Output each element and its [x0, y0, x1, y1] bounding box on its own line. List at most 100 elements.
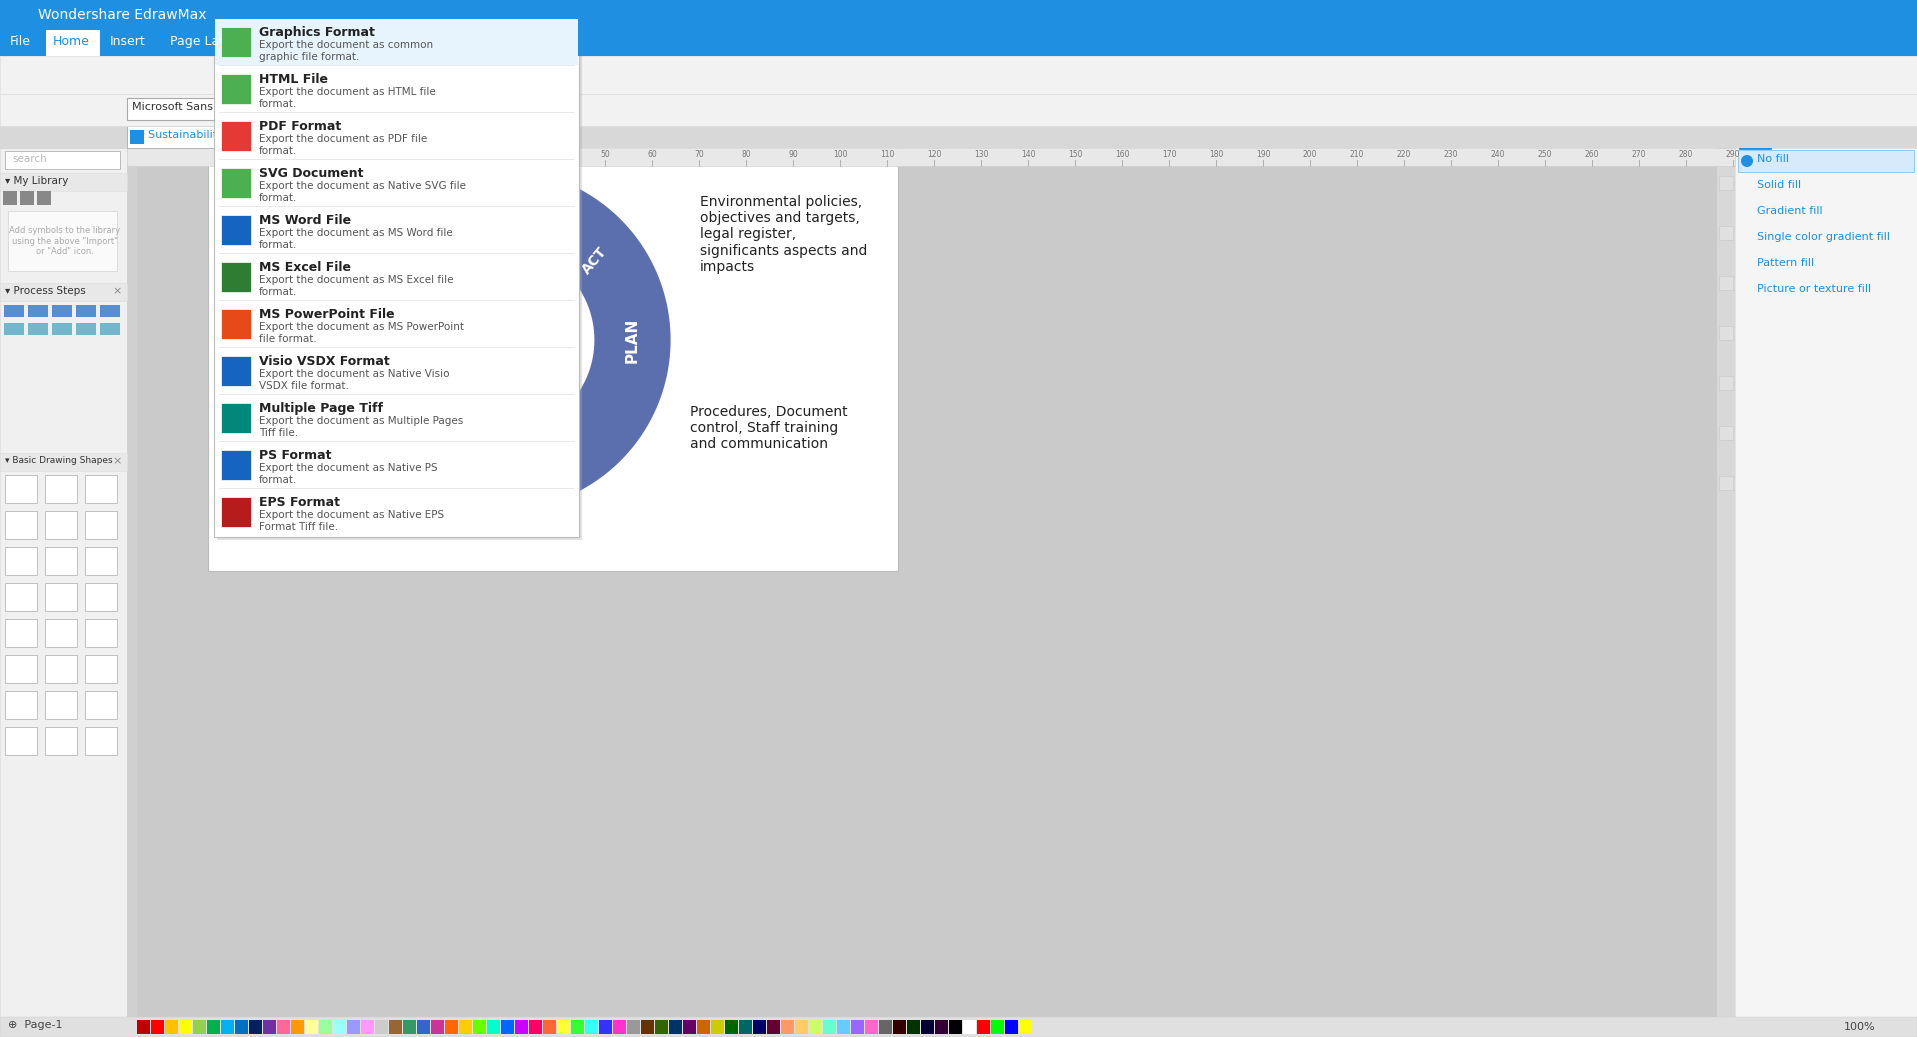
- Bar: [1720, 176, 1733, 190]
- Bar: [36, 191, 52, 205]
- Text: 180: 180: [1210, 150, 1223, 159]
- Polygon shape: [328, 281, 529, 512]
- Text: ⊕  Page-1: ⊕ Page-1: [8, 1020, 63, 1030]
- Text: Home: Home: [54, 35, 90, 48]
- Polygon shape: [495, 411, 546, 517]
- Bar: [29, 305, 48, 317]
- Bar: [571, 1020, 585, 1034]
- Text: Wondershare EdrawMax: Wondershare EdrawMax: [38, 8, 207, 22]
- Bar: [360, 1020, 374, 1034]
- Text: No fill: No fill: [1758, 155, 1789, 164]
- Text: 80: 80: [742, 150, 751, 159]
- Bar: [220, 403, 251, 433]
- Bar: [893, 1020, 907, 1034]
- Bar: [318, 1020, 332, 1034]
- Text: 50: 50: [600, 150, 610, 159]
- Text: Export the document as HTML file
format.: Export the document as HTML file format.: [259, 87, 435, 109]
- Bar: [0, 453, 127, 471]
- Text: 60: 60: [648, 150, 658, 159]
- Bar: [880, 1020, 891, 1034]
- Bar: [77, 305, 96, 317]
- Bar: [220, 356, 251, 386]
- Text: 110: 110: [880, 150, 893, 159]
- Text: PLAN: PLAN: [625, 317, 640, 363]
- Text: 20: 20: [460, 150, 470, 159]
- Text: Reduce
Environmental
Impact: Reduce Environmental Impact: [426, 310, 573, 370]
- Polygon shape: [516, 171, 673, 509]
- Bar: [431, 1020, 445, 1034]
- Bar: [978, 1020, 989, 1034]
- Bar: [136, 1020, 150, 1034]
- Bar: [682, 1020, 696, 1034]
- Bar: [585, 1020, 598, 1034]
- Text: -30: -30: [222, 150, 236, 159]
- Bar: [1720, 426, 1733, 440]
- Bar: [6, 546, 36, 574]
- Text: -20: -20: [270, 150, 282, 159]
- Text: CHECK: CHECK: [416, 213, 468, 250]
- Bar: [263, 1020, 276, 1034]
- Text: Shadow: Shadow: [1854, 130, 1900, 143]
- Bar: [44, 619, 77, 647]
- Text: Libraries: Libraries: [6, 130, 54, 140]
- Text: Gradient fill: Gradient fill: [1758, 206, 1823, 216]
- Text: Line: Line: [1798, 130, 1823, 143]
- Bar: [44, 511, 77, 539]
- Bar: [1735, 127, 1917, 148]
- Bar: [865, 1020, 878, 1034]
- Bar: [84, 546, 117, 574]
- Text: Add symbols to the library
using the above "Import"
or "Add" icon.: Add symbols to the library using the abo…: [10, 226, 121, 256]
- Text: 230: 230: [1444, 150, 1459, 159]
- Bar: [991, 1020, 1005, 1034]
- Text: Export the document as Native EPS
Format Tiff file.: Export the document as Native EPS Format…: [259, 510, 445, 532]
- Bar: [6, 583, 36, 611]
- Bar: [44, 727, 77, 755]
- Text: «: «: [105, 130, 113, 143]
- Bar: [77, 323, 96, 335]
- Bar: [1739, 150, 1913, 172]
- Text: DO: DO: [385, 411, 412, 440]
- Text: EPS Format: EPS Format: [259, 496, 339, 509]
- Text: 280: 280: [1679, 150, 1693, 159]
- Bar: [305, 1020, 318, 1034]
- Text: Pattern fill: Pattern fill: [1758, 258, 1813, 268]
- Bar: [711, 1020, 725, 1034]
- Bar: [558, 1020, 569, 1034]
- Bar: [907, 1020, 920, 1034]
- Bar: [44, 691, 77, 719]
- Bar: [29, 323, 48, 335]
- Text: ×: ×: [111, 456, 121, 466]
- Text: 70: 70: [694, 150, 704, 159]
- Bar: [84, 727, 117, 755]
- Polygon shape: [349, 180, 541, 310]
- Bar: [6, 475, 36, 503]
- Bar: [6, 655, 36, 683]
- Bar: [0, 56, 1917, 94]
- Text: 10: 10: [412, 150, 422, 159]
- Bar: [473, 1020, 487, 1034]
- Bar: [209, 108, 897, 571]
- Bar: [6, 151, 121, 169]
- Bar: [217, 21, 583, 540]
- Bar: [207, 1020, 220, 1034]
- Bar: [0, 1017, 1917, 1037]
- Text: 240: 240: [1491, 150, 1505, 159]
- Bar: [0, 30, 1917, 56]
- Text: Export the document as Native SVG file
format.: Export the document as Native SVG file f…: [259, 181, 466, 202]
- Text: Fill: Fill: [1743, 130, 1760, 143]
- Text: ×: ×: [270, 130, 280, 143]
- Bar: [738, 1020, 751, 1034]
- Bar: [220, 262, 251, 292]
- Bar: [220, 497, 251, 527]
- Text: ▾ Process Steps: ▾ Process Steps: [6, 286, 86, 296]
- Bar: [6, 727, 36, 755]
- Bar: [44, 583, 77, 611]
- Bar: [598, 1020, 612, 1034]
- Text: Graphics Format: Graphics Format: [259, 26, 376, 39]
- Text: ACT: ACT: [579, 245, 610, 277]
- Bar: [44, 475, 77, 503]
- Bar: [215, 18, 579, 537]
- Bar: [1720, 326, 1733, 340]
- Text: 220: 220: [1397, 150, 1411, 159]
- Bar: [389, 1020, 403, 1034]
